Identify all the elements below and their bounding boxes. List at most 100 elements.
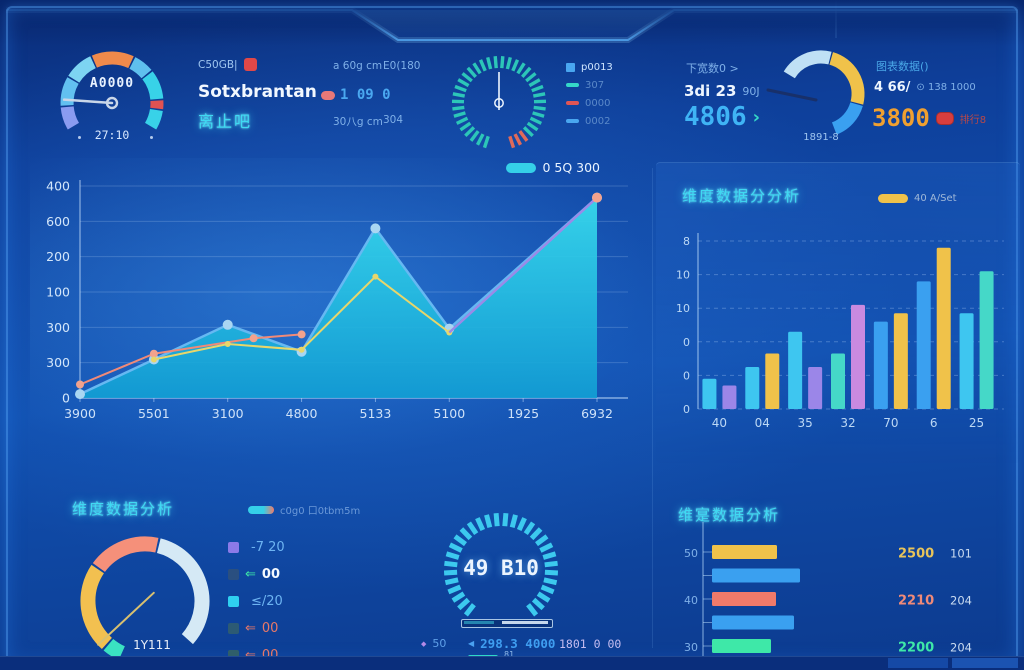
- svg-text:4800: 4800: [286, 406, 318, 421]
- stat-r3b: 304: [383, 114, 404, 126]
- bm-stat-2: ◀ 298.3 4000: [468, 636, 555, 651]
- svg-text:5133: 5133: [360, 406, 392, 421]
- svg-text:300: 300: [46, 355, 70, 370]
- svg-text:2200: 2200: [898, 641, 934, 656]
- legend-item[interactable]: ⇐ 00: [228, 615, 285, 642]
- gauge-ticks-bottom: [443, 512, 559, 617]
- legend-label: ≤/20: [251, 594, 283, 609]
- download-value-row: 4806 ›: [684, 102, 760, 132]
- download-value: 4806: [684, 102, 747, 132]
- svg-text:204: 204: [950, 594, 972, 608]
- arrow-icon: ⇐: [245, 648, 256, 663]
- legend-item[interactable]: p0013: [566, 58, 613, 76]
- svg-text:6: 6: [930, 416, 938, 430]
- progress-bar: [461, 619, 553, 628]
- triangle-left-icon: ◀: [468, 639, 475, 648]
- legend-item[interactable]: 307: [566, 76, 613, 94]
- legend-item[interactable]: 0002: [566, 112, 613, 130]
- gauge-top-left-sub: 27:10: [94, 128, 130, 142]
- legend-label: 0 5Q 300: [542, 160, 600, 175]
- bl-legend[interactable]: c0g0 口0tbm5m: [248, 502, 360, 517]
- download-line2: 3di 23 90J: [684, 82, 760, 100]
- gauge-top-right-label: 1891-8: [803, 132, 839, 143]
- rank-badge-label: 排行8: [959, 114, 987, 126]
- svg-text:300: 300: [46, 320, 70, 335]
- svg-text:0: 0: [683, 336, 690, 349]
- arrow-icon: ⇐: [245, 621, 256, 636]
- svg-text:70: 70: [883, 416, 898, 430]
- svg-text:3900: 3900: [64, 406, 96, 421]
- legend-label: 40 A/Set: [914, 193, 957, 204]
- svg-text:400: 400: [46, 179, 70, 194]
- vertical-divider: [652, 168, 653, 648]
- svg-text:8: 8: [683, 235, 690, 248]
- legend-swatch-icon: [228, 542, 239, 553]
- legend-swatch-icon: [566, 101, 579, 105]
- gauge-top-left: [60, 51, 164, 130]
- svg-text:0: 0: [683, 369, 690, 382]
- legend-item[interactable]: -7 20: [228, 534, 285, 561]
- legend-item[interactable]: 0000: [566, 94, 613, 112]
- svg-text:3100: 3100: [212, 406, 244, 421]
- legend-label: p0013: [581, 61, 613, 73]
- legend-label: 00: [261, 567, 280, 582]
- svg-text:04: 04: [755, 416, 770, 430]
- legend-pill-icon: [248, 505, 274, 514]
- svg-text:40: 40: [712, 416, 727, 430]
- dimension-bars-chart: 8 10 10 0 0 0 40 04 35 32 70 6 25: [676, 233, 1004, 430]
- main-chart-legend[interactable]: 0 5Q 300: [506, 160, 600, 175]
- svg-text:0: 0: [683, 403, 690, 416]
- stat-r2: 1 09 0: [340, 87, 391, 103]
- legend-label: 0002: [585, 115, 611, 127]
- bars-legend[interactable]: 40 A/Set: [878, 193, 957, 204]
- svg-text:100: 100: [46, 285, 70, 300]
- legend-label: 0000: [585, 97, 611, 109]
- gauge-dot-left: [78, 136, 81, 139]
- svg-text:32: 32: [840, 416, 855, 430]
- legend-label: 307: [585, 79, 605, 91]
- legend-label: c0g0 口0tbm5m: [280, 506, 361, 517]
- legend-swatch-icon: [228, 650, 239, 661]
- header-badge-icon: [243, 58, 257, 71]
- gauge-ticks-mid: [451, 56, 547, 149]
- svg-text:35: 35: [798, 416, 813, 430]
- download-line2a: 3di 23: [684, 82, 737, 100]
- svg-text:1925: 1925: [507, 406, 539, 421]
- stat-r3a: 30八g cm: [333, 116, 383, 128]
- svg-text:0: 0: [62, 391, 70, 406]
- header-badge-row: C50GB|: [198, 58, 257, 71]
- svg-text:50: 50: [684, 547, 698, 560]
- stat-red-pill-icon: [321, 91, 335, 100]
- legend-label: -7 20: [251, 540, 285, 555]
- bm-stat-1-value: 50: [432, 637, 447, 650]
- svg-text:600: 600: [46, 214, 70, 229]
- gauge-bottom-mid-value: 49 B10: [463, 556, 539, 580]
- svg-text:40: 40: [684, 594, 698, 607]
- chartdata-value-row: 3800 排行8: [872, 104, 986, 132]
- rank-badge-icon: [935, 111, 954, 125]
- chartdata-line2: 4 66/ ⊙ 138 1000: [874, 80, 976, 95]
- svg-text:10: 10: [676, 302, 690, 315]
- gauge-bottom-left-label: 1Y111: [133, 638, 171, 652]
- diamond-icon: ◆: [421, 639, 427, 648]
- gauge-bottom-left: [80, 536, 210, 660]
- stat-r1b: E0(180: [383, 60, 421, 72]
- svg-text:10: 10: [676, 269, 690, 282]
- svg-text:2210: 2210: [898, 594, 934, 609]
- stat-r1a: a 60g cm: [333, 60, 383, 72]
- legend-item[interactable]: ⇐ 00: [228, 561, 285, 588]
- svg-text:204: 204: [950, 641, 972, 655]
- svg-text:5501: 5501: [138, 406, 170, 421]
- bm-stat-2-value: 298.3 4000: [480, 636, 556, 651]
- main-chart-panel: 0 5Q 300 400 600 200 100 300 300 0 3900 5501 3100…: [30, 158, 652, 460]
- gauge-dot-right: [150, 136, 153, 139]
- footer-block: [888, 658, 948, 668]
- bottom-left-panel: 维度数据分析 c0g0 口0tbm5m 1Y111 -7 20 ⇐ 00 ≤/2…: [30, 478, 422, 670]
- svg-text:5100: 5100: [433, 406, 465, 421]
- download-line2b: 90J: [742, 84, 760, 98]
- header-badge-label: C50GB|: [198, 58, 238, 71]
- legend-item[interactable]: ≤/20: [228, 588, 285, 615]
- svg-text:200: 200: [46, 249, 70, 264]
- legend-swatch-icon: [566, 62, 575, 72]
